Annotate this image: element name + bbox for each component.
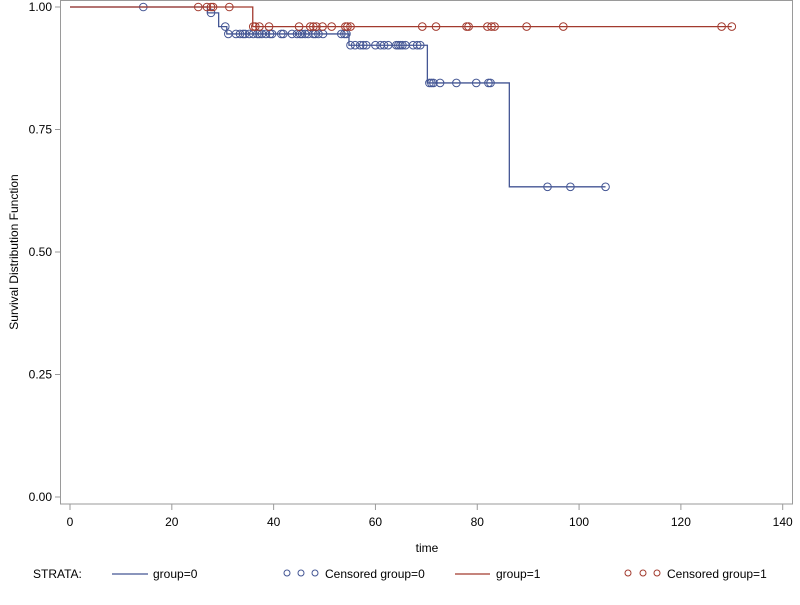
censored-marker-group0 bbox=[358, 40, 368, 50]
censored-marker-group0 bbox=[267, 29, 277, 39]
censored-marker-group1 bbox=[417, 22, 427, 31]
censored-marker-group0 bbox=[425, 78, 434, 88]
x-tick-label: 40 bbox=[267, 515, 281, 529]
censored-marker-group1 bbox=[558, 22, 568, 31]
censored-marker-group0 bbox=[244, 29, 254, 39]
censored-marker-group0 bbox=[337, 29, 346, 39]
legend-title: STRATA: bbox=[33, 567, 82, 581]
censored-marker-group0 bbox=[486, 78, 495, 88]
censored-marker-group0 bbox=[206, 8, 216, 18]
legend-label-censored-group0: Censored group=0 bbox=[325, 567, 425, 581]
censored-marker-group1 bbox=[522, 22, 531, 31]
x-tick-label: 0 bbox=[67, 515, 74, 529]
censored-marker-group0 bbox=[398, 40, 407, 50]
censored-marker-group0 bbox=[220, 22, 230, 31]
censored-marker-group1 bbox=[727, 22, 737, 31]
legend-marker-censored-group1 bbox=[624, 569, 661, 577]
censored-marker-group1 bbox=[208, 2, 218, 12]
censored-marker-group0 bbox=[287, 29, 297, 39]
x-tick-label: 60 bbox=[369, 515, 383, 529]
censored-marker-group0 bbox=[238, 29, 248, 39]
censored-marker-group1 bbox=[327, 22, 336, 31]
y-tick-label: 0.75 bbox=[29, 123, 53, 137]
censored-marker-group0 bbox=[300, 29, 310, 39]
x-tick-label: 100 bbox=[569, 515, 589, 529]
censored-marker-group0 bbox=[415, 40, 425, 50]
censored-marker-group1 bbox=[487, 22, 496, 31]
censored-marker-group0 bbox=[379, 40, 389, 50]
censored-marker-group1 bbox=[341, 22, 350, 31]
censored-marker-group0 bbox=[361, 40, 371, 50]
censored-marker-group1 bbox=[462, 22, 471, 31]
censored-marker-group0 bbox=[355, 40, 365, 50]
censored-marker-group0 bbox=[471, 78, 481, 88]
y-tick-label: 1.00 bbox=[29, 0, 53, 14]
legend-label-group0: group=0 bbox=[153, 567, 198, 581]
legend-label-censored-group1: Censored group=1 bbox=[667, 567, 767, 581]
censored-marker-group0 bbox=[240, 29, 250, 39]
censored-marker-group0 bbox=[279, 29, 288, 39]
censored-marker-group1 bbox=[464, 22, 473, 31]
legend: STRATA: group=0 Censored group=0 group=1… bbox=[33, 567, 767, 581]
censored-marker-group1 bbox=[193, 2, 203, 12]
censored-marker-group1 bbox=[294, 22, 304, 31]
censored-marker-group0 bbox=[601, 182, 610, 192]
censored-marker-group1 bbox=[248, 22, 258, 31]
y-axis: 0.00 0.25 0.50 0.75 1.00 bbox=[29, 0, 61, 504]
x-tick-label: 80 bbox=[471, 515, 485, 529]
censored-marker-group1 bbox=[717, 22, 726, 31]
survival-curve-group1 bbox=[70, 6, 732, 28]
censored-marker-group0 bbox=[392, 40, 401, 50]
censored-marker-group0 bbox=[566, 182, 575, 192]
censored-marker-group0 bbox=[429, 78, 438, 88]
censored-marker-group0 bbox=[257, 29, 267, 39]
censored-marker-group1 bbox=[343, 22, 352, 31]
x-tick-label: 20 bbox=[165, 515, 179, 529]
series-layer bbox=[70, 2, 737, 192]
y-axis-label: Survival Distribution Function bbox=[7, 174, 21, 329]
censored-marker-group1 bbox=[251, 22, 260, 31]
censored-marker-group0 bbox=[383, 40, 393, 50]
legend-label-group1: group=1 bbox=[496, 567, 541, 581]
censored-marker-group0 bbox=[452, 78, 461, 88]
x-tick-label: 120 bbox=[671, 515, 691, 529]
legend-marker-censored-group0 bbox=[283, 569, 319, 577]
censored-marker-group1 bbox=[255, 22, 264, 31]
censored-marker-group0 bbox=[235, 29, 245, 39]
censored-marker-group1 bbox=[312, 22, 321, 31]
censored-marker-group1 bbox=[206, 2, 216, 12]
censored-marker-group0 bbox=[297, 29, 307, 39]
y-tick-label: 0.25 bbox=[29, 368, 53, 382]
censored-marker-group0 bbox=[346, 40, 355, 50]
censored-marker-group0 bbox=[543, 182, 552, 192]
censored-marker-group1 bbox=[346, 22, 355, 31]
censored-marker-group0 bbox=[371, 40, 380, 50]
censored-marker-group1 bbox=[318, 22, 327, 31]
y-tick-label: 0.00 bbox=[29, 490, 53, 504]
x-axis: 0 20 40 60 80 100 120 140 bbox=[67, 504, 793, 529]
censored-marker-group1 bbox=[305, 22, 315, 31]
plot-frame bbox=[60, 0, 793, 505]
x-axis-label: time bbox=[416, 541, 439, 555]
censored-marker-group1 bbox=[264, 22, 274, 31]
x-tick-label: 140 bbox=[773, 515, 793, 529]
censored-marker-group0 bbox=[350, 40, 360, 50]
y-tick-label: 0.50 bbox=[29, 245, 53, 259]
censored-marker-group0 bbox=[435, 78, 445, 88]
censored-marker-group1 bbox=[225, 2, 234, 12]
censored-marker-group0 bbox=[484, 78, 493, 88]
censored-marker-group0 bbox=[412, 40, 422, 50]
censored-marker-group0 bbox=[427, 78, 436, 88]
censored-marker-group1 bbox=[431, 22, 441, 31]
censored-marker-group1 bbox=[490, 22, 499, 31]
censored-marker-group0 bbox=[261, 29, 271, 39]
censored-marker-group0 bbox=[276, 29, 286, 39]
censored-marker-group1 bbox=[309, 22, 318, 31]
censored-marker-group1 bbox=[202, 2, 212, 12]
censored-marker-group0 bbox=[396, 40, 405, 50]
